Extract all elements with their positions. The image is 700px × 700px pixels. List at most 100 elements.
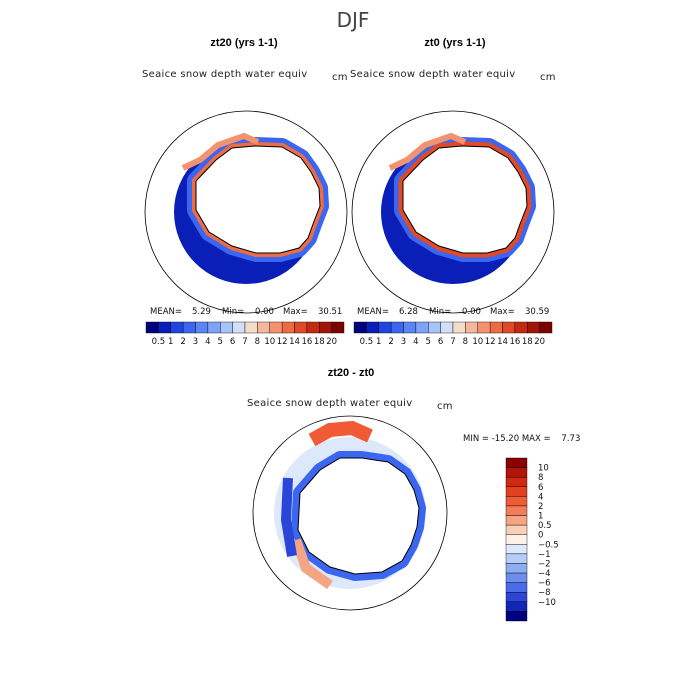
colorbar-tick-label: 4 <box>205 337 210 347</box>
colorbar-tick-label: 16 <box>301 337 312 347</box>
colorbar-tick-label: 3 <box>401 337 406 347</box>
panel-title: zt0 (yrs 1-1) <box>424 37 485 49</box>
colorbar-swatch <box>158 321 171 334</box>
stats-line: MEAN= 5.29 Min= 0.00 Max= 30.51 <box>150 307 342 317</box>
colorbar-tick-label: 8 <box>255 337 260 347</box>
colorbar-swatch <box>378 321 392 334</box>
colorbar-tick-label: 7 <box>242 337 247 347</box>
colorbar-swatch <box>505 486 528 497</box>
panel-title: zt20 - zt0 <box>328 367 374 379</box>
colorbar-tick-label: 12 <box>277 337 288 347</box>
colorbar-tick-label: 12 <box>485 337 496 347</box>
colorbar-tick-label: 2 <box>538 502 543 512</box>
colorbar-swatch <box>505 476 528 487</box>
colorbar-swatch <box>505 544 528 555</box>
map-field <box>174 132 329 284</box>
stat-min: 0.00 <box>462 307 481 317</box>
colorbar-tick-label: 1 <box>376 337 381 347</box>
stat-max: 30.59 <box>525 307 549 317</box>
colorbar-swatch <box>207 321 221 334</box>
stat-mean-label: MEAN= <box>357 307 389 317</box>
colorbar-swatch <box>366 321 379 334</box>
colorbar-swatch <box>306 321 320 334</box>
colorbar-tick-label: −6 <box>538 579 551 589</box>
ice-zone-peninsula <box>181 132 260 171</box>
colorbar-swatch <box>353 321 367 334</box>
colorbar-tick-label: 1 <box>538 512 543 522</box>
colorbar-tick-label: −4 <box>538 569 551 579</box>
colorbar-swatch <box>281 321 295 334</box>
colorbar-swatch <box>505 467 528 478</box>
units-label: cm <box>540 72 556 83</box>
colorbar-swatch <box>319 321 332 334</box>
colorbar-swatch <box>477 321 491 334</box>
ice-zone-peninsula <box>388 132 467 171</box>
colorbar-swatch <box>505 505 528 516</box>
variable-label: Seaice snow depth water equiv <box>350 69 515 80</box>
colorbar-tick-label: 6 <box>538 483 543 493</box>
colorbar-tick-label: 0 <box>538 531 543 541</box>
colorbar-swatch <box>505 592 528 603</box>
colorbar-tick-label: 6 <box>230 337 235 347</box>
colorbar-swatch <box>428 321 441 334</box>
colorbar-swatch <box>505 524 528 535</box>
colorbar-tick-label: 6 <box>438 337 443 347</box>
map-boundary <box>144 110 348 314</box>
colorbar-tick-label: 0.5 <box>360 337 374 347</box>
map-field <box>381 132 536 284</box>
colorbar-swatch <box>489 321 503 334</box>
antarctica-landmass <box>195 145 321 254</box>
colorbar-tick-label: 18 <box>522 337 533 347</box>
colorbar-tick-label: 2 <box>180 337 185 347</box>
colorbar-tick-label: 7 <box>450 337 455 347</box>
colorbar-tick-label: 16 <box>509 337 520 347</box>
variable-label: Seaice snow depth water equiv <box>247 398 412 409</box>
colorbar-swatch <box>331 321 345 334</box>
colorbar-tick-label: 8 <box>538 473 543 483</box>
colorbar-tick-label: −8 <box>538 588 551 598</box>
units-label: cm <box>332 72 348 83</box>
colorbar-swatch <box>269 321 283 334</box>
colorbar-tick-label: 18 <box>314 337 325 347</box>
colorbar-tick-label: 1 <box>168 337 173 347</box>
stat-mean: 5.29 <box>192 307 211 317</box>
colorbar-swatch <box>145 321 159 334</box>
diff-zone-positive-north <box>308 420 373 447</box>
colorbar-swatch <box>220 321 233 334</box>
colorbar-swatch <box>502 321 516 334</box>
colorbar-swatch <box>452 321 466 334</box>
colorbar-tick-label: −2 <box>538 559 551 569</box>
colorbar-swatch <box>505 601 528 612</box>
colorbar-swatch <box>244 321 258 334</box>
colorbar-swatch <box>505 553 528 564</box>
colorbar-swatch <box>505 496 528 507</box>
colorbar-swatch <box>195 321 209 334</box>
colorbar-swatch <box>415 321 429 334</box>
map-field <box>274 420 426 590</box>
stat-mean-label: MEAN= <box>150 307 182 317</box>
colorbar-swatch <box>294 321 308 334</box>
colorbar-swatch <box>505 611 528 622</box>
colorbar: 0.5 1 2 3 4 5 6 7 8 10 12 14 16 18 20 <box>353 321 553 347</box>
diff-zone-positive-west <box>291 538 333 590</box>
stat-mean: 6.28 <box>399 307 418 317</box>
colorbar-swatch <box>505 563 528 574</box>
colorbar-tick-label: 14 <box>497 337 508 347</box>
stat-max-label: Max= <box>490 307 515 317</box>
colorbar-swatch <box>403 321 417 334</box>
panel-zt20: zt20 (yrs 1-1) Seaice snow depth water e… <box>142 37 348 347</box>
colorbar-tick-label: 0.5 <box>152 337 166 347</box>
colorbar-swatch <box>505 515 528 526</box>
colorbar-swatch <box>257 321 270 334</box>
colorbar-tick-label: 5 <box>218 337 223 347</box>
stat-min: 0.00 <box>255 307 274 317</box>
stat-min-label: Min= <box>429 307 451 317</box>
colorbar-tick-label: 8 <box>463 337 468 347</box>
panel-zt0: zt0 (yrs 1-1) Seaice snow depth water eq… <box>350 37 556 347</box>
colorbar-tick-label: 4 <box>538 492 543 502</box>
colorbar-tick-label: 4 <box>413 337 418 347</box>
map-boundary <box>351 110 555 314</box>
colorbar-swatch <box>440 321 454 334</box>
colorbar-tick-label: −0.5 <box>538 540 559 550</box>
